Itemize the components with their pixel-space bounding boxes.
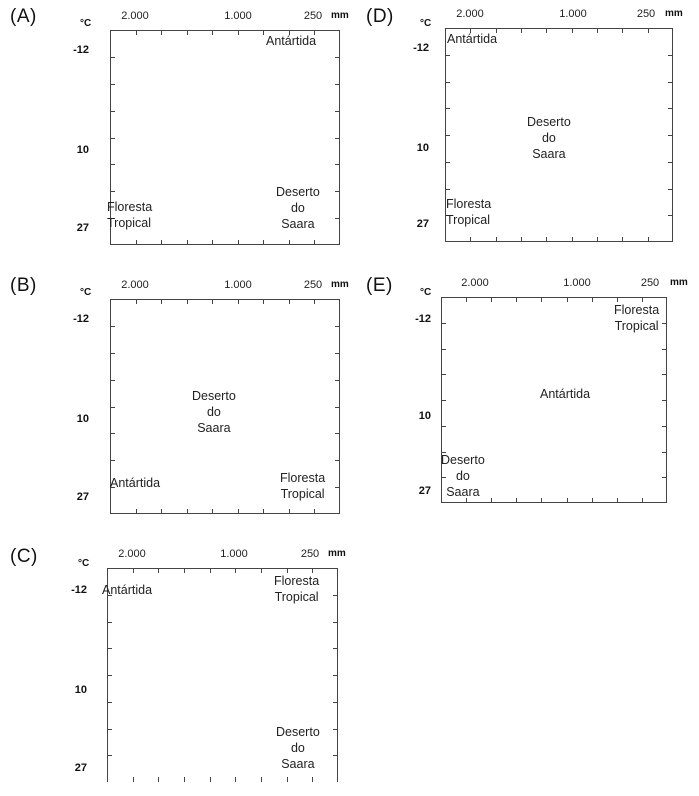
label-antartida: Antártida: [447, 32, 498, 46]
label-floresta-tropical: Floresta Tropical: [614, 303, 660, 333]
x-tick: 1.000: [559, 8, 587, 20]
label-deserto-do-saara: Deserto do Saara: [276, 725, 320, 771]
y-tick: 10: [76, 413, 89, 425]
panel-a: (A) °C 2.000 1.000 250 mm -12 10 27 Antá…: [10, 6, 350, 256]
axis-ticks: [110, 30, 340, 245]
plot-frame: [110, 299, 340, 514]
temperature-unit: °C: [420, 287, 432, 298]
precipitation-unit: mm: [331, 279, 349, 290]
label-floresta-tropical: Floresta Tropical: [274, 574, 320, 604]
x-tick: 250: [303, 10, 323, 22]
y-tick: 10: [416, 142, 429, 154]
panel-letter: (A): [10, 6, 37, 27]
y-tick: 10: [418, 410, 431, 422]
y-tick: 27: [416, 218, 429, 230]
plot-frame: [441, 297, 667, 503]
label-antartida: Antártida: [540, 387, 591, 401]
y-tick: 27: [74, 762, 87, 774]
y-tick: 27: [76, 222, 89, 234]
plot-frame: [445, 28, 673, 242]
axis-ticks: [445, 28, 673, 242]
panel-e: (E) °C 2.000 1.000 250 mm -12 10 27 Flor…: [355, 275, 695, 525]
y-tick: 27: [76, 491, 89, 503]
y-tick: -12: [413, 42, 429, 54]
temperature-unit: °C: [80, 18, 92, 29]
temperature-unit: °C: [80, 287, 92, 298]
label-floresta-tropical: Floresta Tropical: [280, 471, 326, 501]
y-tick: -12: [73, 313, 89, 325]
temperature-unit: °C: [78, 558, 90, 569]
x-tick: 1.000: [220, 548, 248, 560]
x-tick: 1.000: [224, 10, 252, 22]
x-tick: 2.000: [121, 279, 149, 291]
x-tick: 250: [300, 548, 320, 560]
precipitation-unit: mm: [331, 10, 349, 21]
axis-ticks: [110, 299, 340, 514]
panel-c: (C) °C 2.000 1.000 250 mm -12 10 27 Antá…: [10, 546, 350, 796]
axis-ticks: [441, 297, 667, 503]
y-tick: -12: [71, 584, 87, 596]
x-tick: 250: [640, 277, 660, 289]
label-floresta-tropical: Floresta Tropical: [446, 197, 492, 227]
panel-d: (D) °C 2.000 1.000 250 mm -12 10 27 Antá…: [355, 6, 695, 256]
y-tick: -12: [73, 44, 89, 56]
x-tick: 250: [636, 8, 656, 20]
temperature-unit: °C: [420, 18, 432, 29]
panel-b: (B) °C 2.000 1.000 250 mm -12 10 27 Dese…: [10, 275, 350, 525]
label-deserto-do-saara: Deserto do Saara: [527, 115, 571, 161]
panel-letter: (E): [366, 275, 393, 296]
panel-letter: (D): [366, 6, 394, 27]
x-tick: 2.000: [118, 548, 146, 560]
panel-letter: (C): [10, 546, 38, 567]
panel-letter: (B): [10, 275, 37, 296]
y-tick: 27: [418, 485, 431, 497]
y-tick: -12: [415, 313, 431, 325]
x-tick: 250: [303, 279, 323, 291]
x-tick: 2.000: [461, 277, 489, 289]
y-tick: 10: [76, 144, 89, 156]
y-tick: 10: [74, 684, 87, 696]
label-floresta-tropical: Floresta Tropical: [107, 200, 153, 230]
label-deserto-do-saara: Deserto do Saara: [192, 389, 236, 435]
label-deserto-do-saara: Deserto do Saara: [276, 185, 320, 231]
x-tick: 2.000: [456, 8, 484, 20]
label-deserto-do-saara: Deserto do Saara: [441, 453, 485, 499]
precipitation-unit: mm: [670, 277, 688, 288]
precipitation-unit: mm: [328, 548, 346, 559]
label-antartida: Antártida: [266, 34, 317, 48]
x-tick: 1.000: [563, 277, 591, 289]
label-antartida: Antártida: [110, 476, 161, 490]
precipitation-unit: mm: [665, 8, 683, 19]
plot-frame: [110, 30, 340, 245]
x-tick: 1.000: [224, 279, 252, 291]
x-tick: 2.000: [121, 10, 149, 22]
label-antartida: Antártida: [102, 583, 153, 597]
